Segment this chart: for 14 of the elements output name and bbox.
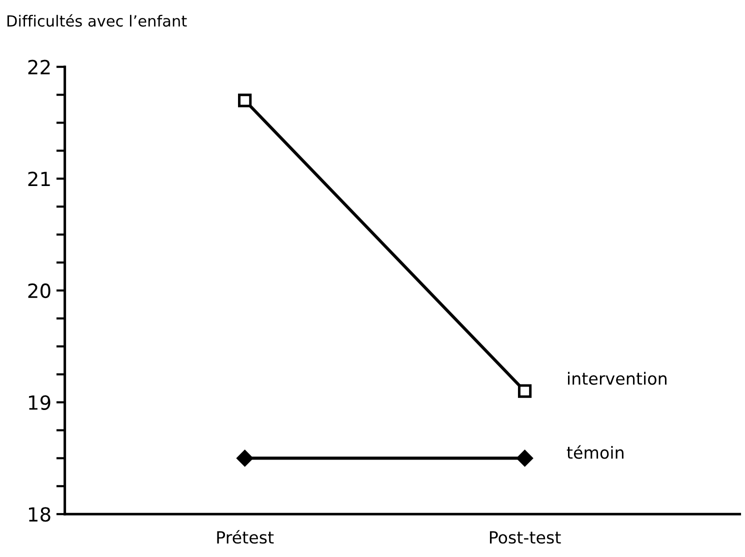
point xyxy=(236,450,253,466)
point xyxy=(516,450,533,466)
y-tick-label: 22 xyxy=(28,60,50,74)
x-tick-label: Post-test xyxy=(490,531,561,544)
y-tick-label: 19 xyxy=(29,395,50,410)
text: intervention xyxy=(568,372,666,385)
y-tick-label: 21 xyxy=(28,172,50,186)
point xyxy=(238,94,252,108)
y-tick-label: 20 xyxy=(28,283,50,298)
chart-title: Difficultés avec l’enfant xyxy=(7,14,187,27)
text: témoin xyxy=(566,445,624,459)
x-tick-label: Prétest xyxy=(217,530,274,544)
point xyxy=(518,384,532,398)
y-tick-label: 18 xyxy=(29,507,50,522)
